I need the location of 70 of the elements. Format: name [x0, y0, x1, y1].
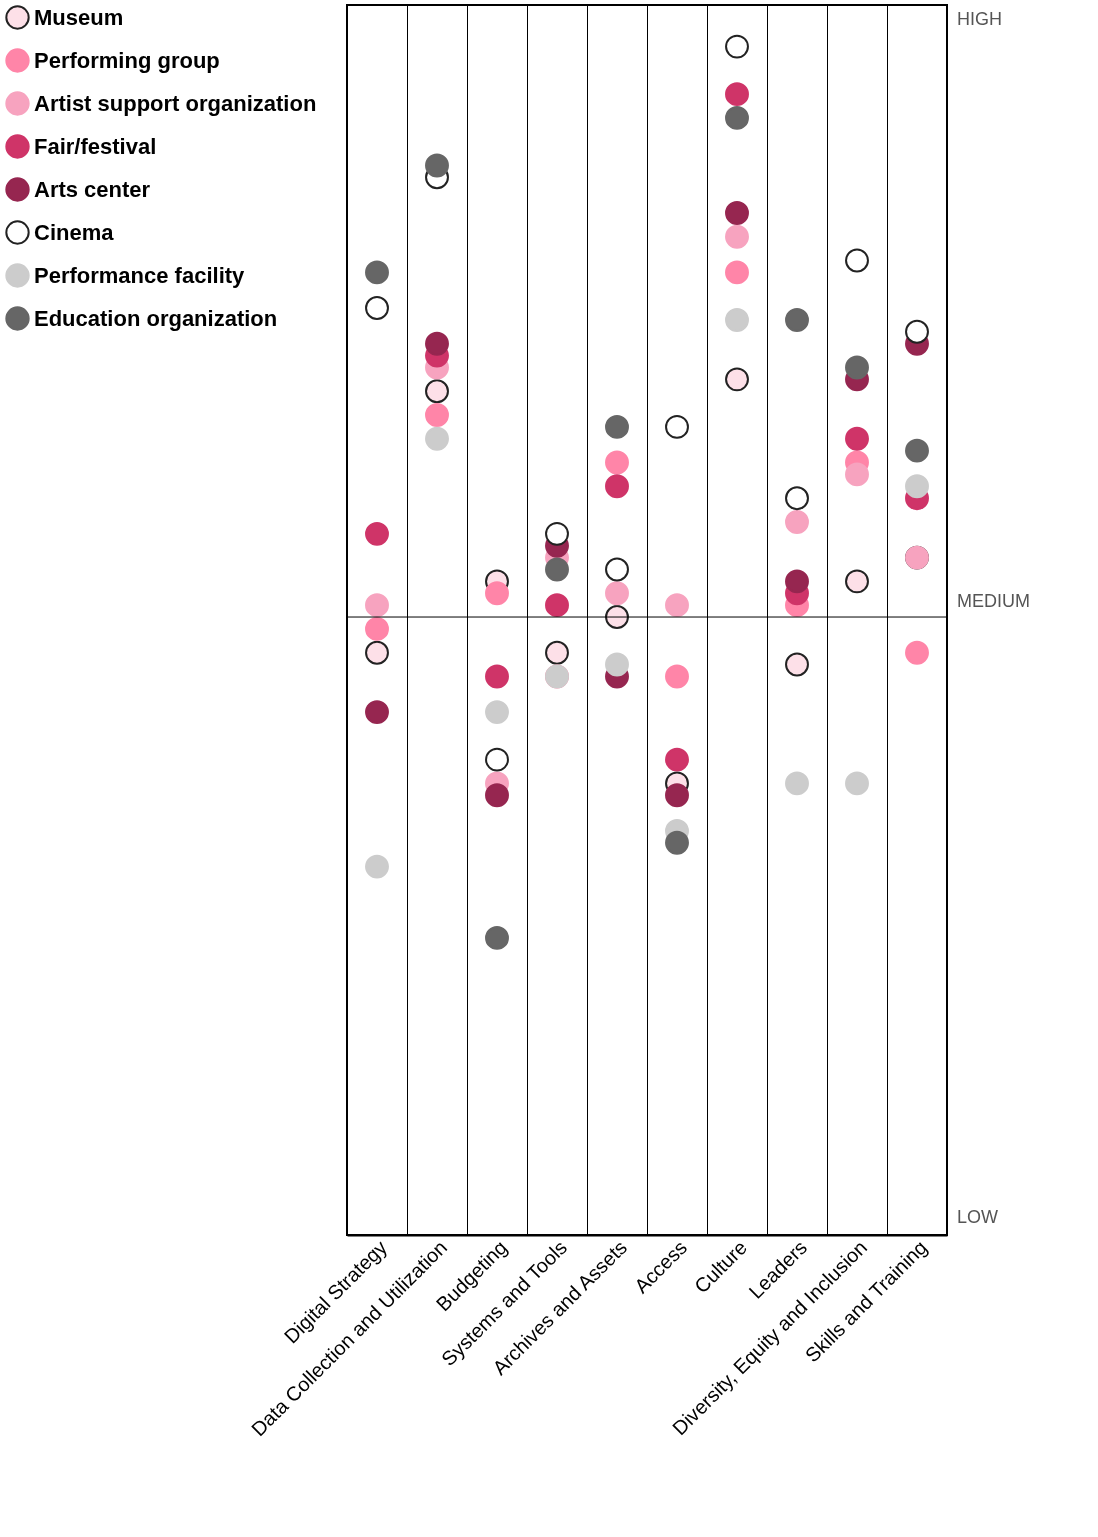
point — [545, 640, 569, 665]
point — [785, 652, 809, 677]
point — [845, 426, 869, 451]
point — [665, 664, 689, 689]
point — [545, 557, 569, 582]
point — [485, 664, 509, 689]
point — [725, 367, 749, 392]
point — [845, 355, 869, 380]
point — [425, 403, 449, 427]
text: LOW — [957, 1207, 999, 1227]
point — [665, 593, 689, 618]
point — [425, 331, 449, 356]
point — [665, 414, 689, 439]
point — [605, 652, 629, 677]
point — [605, 414, 629, 439]
point — [725, 260, 749, 285]
point — [845, 462, 869, 487]
point — [365, 854, 389, 879]
point — [365, 616, 389, 641]
point — [725, 82, 749, 107]
point — [545, 593, 569, 618]
point — [485, 747, 509, 772]
point — [485, 925, 509, 950]
legend-label: Arts center — [34, 176, 151, 202]
point — [665, 830, 689, 855]
legend-label: Education organization — [34, 305, 278, 331]
point — [365, 296, 389, 320]
point — [545, 521, 569, 546]
text: HIGH — [957, 9, 1002, 29]
point — [425, 426, 449, 451]
point — [785, 771, 809, 796]
point — [365, 260, 389, 285]
point — [905, 474, 929, 499]
legend-label: Fair/festival — [34, 133, 157, 159]
ref-line-label: MEDIUM — [957, 591, 1030, 612]
point — [845, 248, 869, 273]
point — [845, 569, 869, 594]
point — [605, 557, 629, 582]
legend-label: Performance facility — [34, 262, 246, 288]
point — [785, 486, 809, 511]
point — [785, 569, 809, 594]
point — [485, 700, 509, 725]
point — [725, 105, 749, 130]
point — [905, 640, 929, 665]
point — [425, 379, 449, 404]
point — [905, 319, 929, 344]
point — [485, 581, 509, 606]
point — [485, 783, 509, 808]
point — [845, 771, 869, 796]
point — [725, 224, 749, 249]
point — [785, 308, 809, 332]
point — [665, 783, 689, 808]
point — [365, 700, 389, 725]
point — [605, 450, 629, 475]
legend-label: Museum — [34, 4, 124, 30]
point — [605, 474, 629, 499]
point — [905, 438, 929, 463]
point — [725, 34, 749, 59]
point — [785, 510, 809, 534]
point — [665, 747, 689, 772]
point — [725, 308, 749, 332]
point — [365, 521, 389, 546]
legend-label: Cinema — [34, 219, 115, 245]
point — [425, 153, 449, 178]
point — [605, 581, 629, 606]
legend-label: Artist support organization — [34, 90, 317, 116]
point — [365, 640, 389, 665]
point — [365, 593, 389, 618]
point — [725, 201, 749, 225]
legend-label: Performing group — [34, 47, 220, 73]
